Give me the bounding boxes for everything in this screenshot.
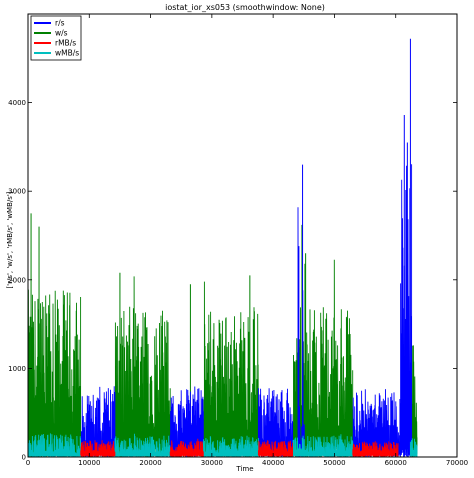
series-rs-segment-4 [352,389,402,457]
series-layer [27,38,418,458]
chart-title: iostat_ior_xs053 (smoothwindow: None) [165,3,325,12]
legend-label-rmbs: rMB/s [55,39,76,48]
series-wmbs-segment-1 [114,433,171,458]
y-tick-label-0: 0 [22,454,26,462]
x-tick-label-7: 70000 [446,459,468,467]
x-tick-label-5: 50000 [323,459,345,467]
series-wmbs-segment-2 [202,435,259,458]
x-tick-label-0: 0 [26,459,30,467]
series-rs [80,38,413,458]
legend-label-ws: w/s [55,29,68,38]
axes-layer: 0 10000 20000 30000 40000 50000 60000 70000 0 100… [8,13,468,467]
y-tick-label-3: 3000 [8,188,26,196]
series-rmbs-segment-3 [352,441,399,458]
x-tick-label-6: 60000 [385,459,407,467]
legend-label-wmbs: wMB/s [55,49,79,58]
series-ws-segment-2 [202,281,259,458]
series-rmbs-segment-2 [257,440,294,458]
series-rmbs-segment-0 [80,440,116,458]
y-axis-title: ['r/s', 'w/s', 'rMB/s', 'wMB/s'] [6,191,14,288]
series-ws-segment-0 [27,289,82,457]
series-wmbs-segment-3 [292,434,354,458]
series-wmbs [27,433,418,458]
series-rmbs [80,438,399,458]
legend-label-rs: r/s [55,19,65,28]
x-tick-label-1: 10000 [78,459,100,467]
x-axis-title: Time [235,465,253,473]
plot-frame [27,13,458,458]
x-tick-label-4: 40000 [262,459,284,467]
series-rmbs-segment-1 [169,438,204,458]
x-tick-label-3: 30000 [201,459,223,467]
y-tick-label-1: 1000 [8,365,26,373]
x-tick-label-2: 20000 [139,459,161,467]
y-tick-label-4: 4000 [8,99,26,107]
y-tick-label-2: 2000 [8,276,26,284]
series-wmbs-segment-0 [27,433,82,458]
series-rs-segment-5 [400,164,413,457]
series-wmbs-segment-4 [409,438,418,458]
series-ws-segment-1 [114,276,171,458]
